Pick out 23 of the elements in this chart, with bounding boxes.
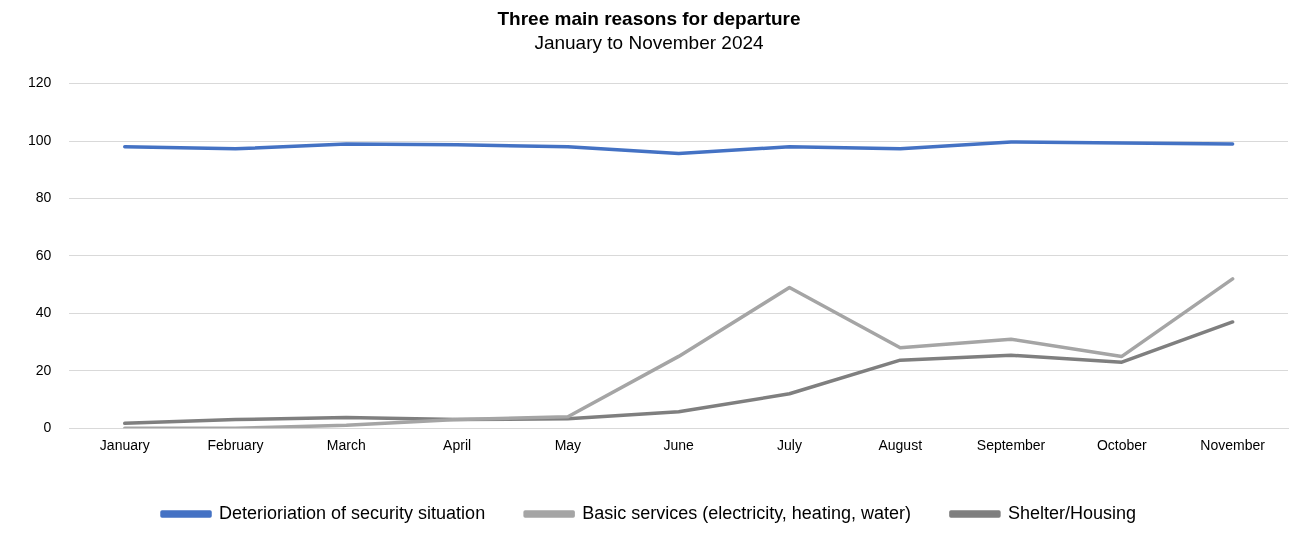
legend-label: Shelter/Housing [1007, 502, 1136, 523]
legend-label: Basic services (electricity, heating, water) [582, 502, 911, 523]
chart-title: Three main reasons for departure [497, 7, 801, 29]
x-tick-label: March [326, 437, 366, 454]
x-tick-label: February [207, 437, 264, 454]
x-tick-label: April [443, 437, 472, 454]
x-tick-label: July [777, 437, 802, 454]
y-tick-label: 80 [35, 189, 52, 206]
y-tick-label: 100 [28, 131, 52, 148]
x-tick-label: October [1096, 437, 1148, 454]
y-tick-label: 40 [35, 304, 52, 321]
chart-subtitle: January to November 2024 [534, 32, 765, 54]
x-tick-label: September [976, 437, 1046, 454]
y-tick-label: 0 [43, 419, 52, 436]
x-tick-label: August [878, 437, 923, 454]
x-tick-label: November [1200, 437, 1266, 454]
x-tick-label: June [663, 437, 695, 454]
x-tick-label: January [99, 437, 150, 454]
legend-label: Deterioriation of security situation [219, 502, 486, 523]
x-tick-label: May [554, 437, 582, 454]
y-tick-label: 20 [35, 361, 52, 378]
y-tick-label: 60 [35, 246, 52, 263]
y-tick-label: 120 [28, 74, 52, 91]
